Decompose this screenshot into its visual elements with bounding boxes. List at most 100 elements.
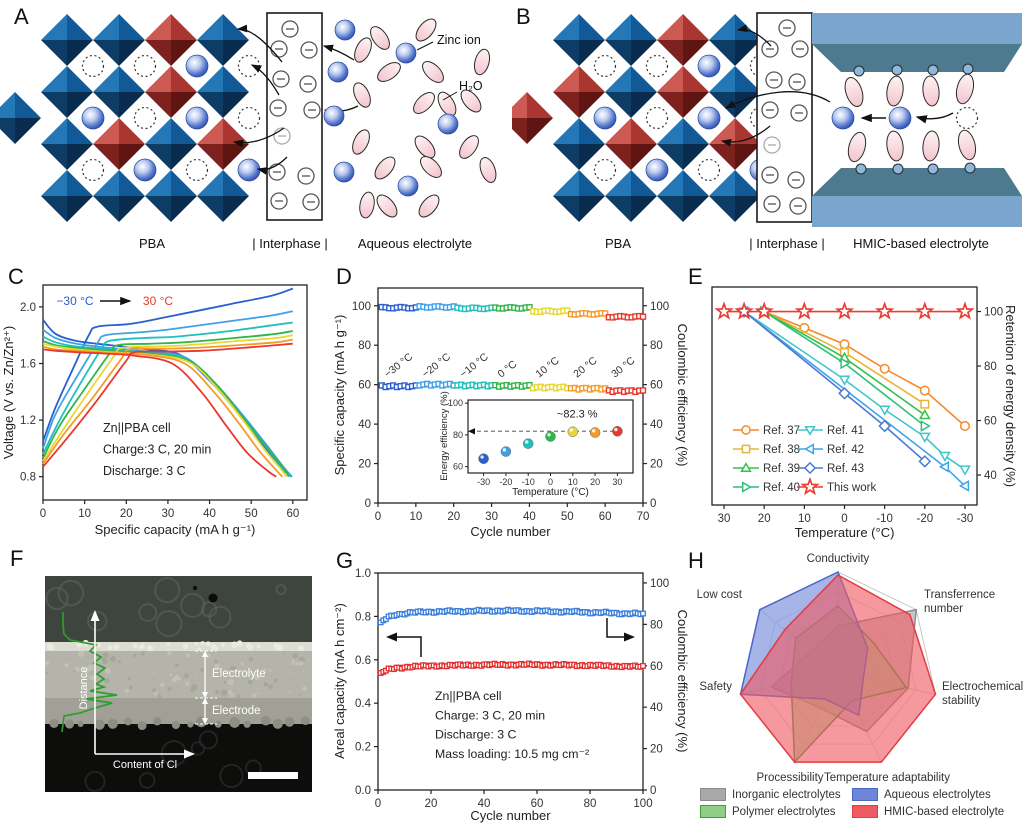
caption-b-electrolyte: HMIC-based electrolyte xyxy=(853,236,989,251)
svg-text:10 °C: 10 °C xyxy=(533,354,562,380)
svg-text:0.2: 0.2 xyxy=(355,742,371,754)
svg-text:0.8: 0.8 xyxy=(20,472,36,484)
svg-text:0.0: 0.0 xyxy=(355,785,371,797)
svg-text:Retention of energy density (%: Retention of energy density (%) xyxy=(1003,305,1018,487)
svg-text:stability: stability xyxy=(942,695,981,707)
svg-text:0: 0 xyxy=(650,785,656,797)
svg-text:−30 °C: −30 °C xyxy=(382,351,415,381)
svg-text:50: 50 xyxy=(245,508,258,520)
legend-item-Inorganic electrolytes: Inorganic electrolytes xyxy=(700,788,852,801)
svg-text:Ref. 43: Ref. 43 xyxy=(827,463,864,475)
svg-text:10: 10 xyxy=(409,511,422,523)
series-Ref. 40 xyxy=(759,305,931,432)
svg-text:H₂O: H₂O xyxy=(459,79,483,93)
series-Areal capacity xyxy=(377,660,646,676)
svg-text:Content of Cl: Content of Cl xyxy=(113,759,177,771)
svg-text:80: 80 xyxy=(358,340,371,352)
legend-item-HMIC-based electrolyte: HMIC-based electrolyte xyxy=(852,805,1020,818)
svg-text:-20: -20 xyxy=(499,477,512,487)
svg-text:Processibility: Processibility xyxy=(756,772,823,784)
hmic-electrolyte-region xyxy=(812,13,1022,227)
cl-content-trace xyxy=(61,612,118,733)
svg-text:0.8: 0.8 xyxy=(355,611,371,623)
sem-axes: Distance Content of Cl xyxy=(78,610,195,771)
svg-text:60: 60 xyxy=(650,661,663,673)
svg-text:40: 40 xyxy=(650,419,663,431)
svg-text:10: 10 xyxy=(568,477,578,487)
segment-30 °C: 30 °C xyxy=(605,312,647,396)
chart-g: 0 20 40 60 80 100 0.0 0.2 0.4 0.6 0.8 1.0 0 20 40 60 80 1… xyxy=(332,568,690,823)
caption-b-interphase: | Interphase | xyxy=(749,236,825,251)
panel-g-areal-capacity-chart: 0 20 40 60 80 100 0.0 0.2 0.4 0.6 0.8 1.0 0 20 40 60 80 1… xyxy=(332,568,690,823)
radar: Conductivity Transferrence number Electroch… xyxy=(697,553,1024,784)
svg-text:−20 °C: −20 °C xyxy=(420,351,453,381)
svg-text:50: 50 xyxy=(561,511,574,523)
interphase-box xyxy=(756,12,813,223)
svg-text:30: 30 xyxy=(162,508,175,520)
legend-item-Aqueous electrolytes: Aqueous electrolytes xyxy=(852,788,1020,801)
svg-text:0: 0 xyxy=(40,508,46,520)
svg-text:80: 80 xyxy=(650,340,663,352)
svg-text:30 °C: 30 °C xyxy=(609,354,638,380)
series-20 °C xyxy=(42,338,293,478)
panel-b-label: B xyxy=(516,4,531,29)
svg-text:~82.3 %: ~82.3 % xyxy=(557,408,598,420)
svg-text:Mass loading: 10.5 mg cm⁻²: Mass loading: 10.5 mg cm⁻² xyxy=(435,747,589,761)
svg-text:Ref. 39: Ref. 39 xyxy=(763,463,800,475)
svg-text:30: 30 xyxy=(485,511,498,523)
segment-−10 °C: −10 °C xyxy=(454,304,495,390)
svg-text:20 °C: 20 °C xyxy=(571,354,600,380)
svg-text:Temperature (°C): Temperature (°C) xyxy=(795,525,895,540)
legend-swatch xyxy=(700,788,726,801)
svg-text:100: 100 xyxy=(448,398,463,408)
series-Coulombic efficiency xyxy=(377,606,646,626)
svg-text:0 °C: 0 °C xyxy=(496,358,520,380)
svg-text:Areal capacity (mA h cm⁻²): Areal capacity (mA h cm⁻²) xyxy=(332,603,347,759)
svg-text:-20: -20 xyxy=(916,513,933,525)
series-This work xyxy=(714,301,975,320)
svg-text:Zn||PBA cell: Zn||PBA cell xyxy=(435,689,502,703)
svg-text:Ref. 41: Ref. 41 xyxy=(827,425,864,437)
svg-text:20: 20 xyxy=(120,508,133,520)
svg-text:Zn||PBA cell: Zn||PBA cell xyxy=(103,421,171,435)
panel-f-label: F xyxy=(10,546,24,571)
svg-text:80: 80 xyxy=(650,619,663,631)
svg-text:0: 0 xyxy=(841,513,847,525)
svg-text:Coulombic efficiency (%): Coulombic efficiency (%) xyxy=(675,610,690,753)
panel-f-sem-image: Distance Content of Cl Electrolyte Electrod… xyxy=(45,576,312,792)
chart-c: 0 10 20 30 40 50 60 0.8 1.2 1.6 2.0 Specific capaci… xyxy=(1,284,308,537)
svg-text:Ref. 37: Ref. 37 xyxy=(763,425,800,437)
panel-c-label: C xyxy=(8,264,24,289)
svg-text:Energy efficiency (%): Energy efficiency (%) xyxy=(439,391,450,481)
segment-20 °C: 20 °C xyxy=(567,309,609,393)
svg-text:2.0: 2.0 xyxy=(20,302,36,314)
caption-a-interphase: | Interphase | xyxy=(252,236,328,251)
svg-text:Distance: Distance xyxy=(78,667,90,710)
svg-text:30: 30 xyxy=(612,477,622,487)
svg-text:Coulombic efficiency (%): Coulombic efficiency (%) xyxy=(675,324,690,467)
svg-text:0: 0 xyxy=(650,498,656,510)
svg-text:40: 40 xyxy=(984,470,997,482)
svg-text:30: 30 xyxy=(718,513,731,525)
series-10 °C xyxy=(42,334,293,478)
svg-text:70: 70 xyxy=(637,511,650,523)
svg-text:20: 20 xyxy=(650,459,663,471)
panel-d-label: D xyxy=(336,264,352,289)
radar-series-HMIC-based electrolyte xyxy=(739,574,937,763)
svg-text:60: 60 xyxy=(358,380,371,392)
svg-text:Transferrence: Transferrence xyxy=(924,589,995,601)
ion-transfer-arrows xyxy=(232,24,359,175)
svg-text:Cycle number: Cycle number xyxy=(470,808,551,823)
series-−20 °C xyxy=(42,310,293,478)
svg-text:-30: -30 xyxy=(477,477,490,487)
legend-label: Inorganic electrolytes xyxy=(732,788,841,801)
svg-text:This work: This work xyxy=(827,482,876,494)
svg-text:Ref. 40: Ref. 40 xyxy=(763,482,800,494)
svg-text:80: 80 xyxy=(584,798,597,810)
scale-bar xyxy=(248,772,298,779)
series-30 °C xyxy=(42,342,293,478)
svg-text:Temperature (°C): Temperature (°C) xyxy=(512,487,589,498)
svg-text:Charge: 3 C, 20 min: Charge: 3 C, 20 min xyxy=(435,708,545,722)
